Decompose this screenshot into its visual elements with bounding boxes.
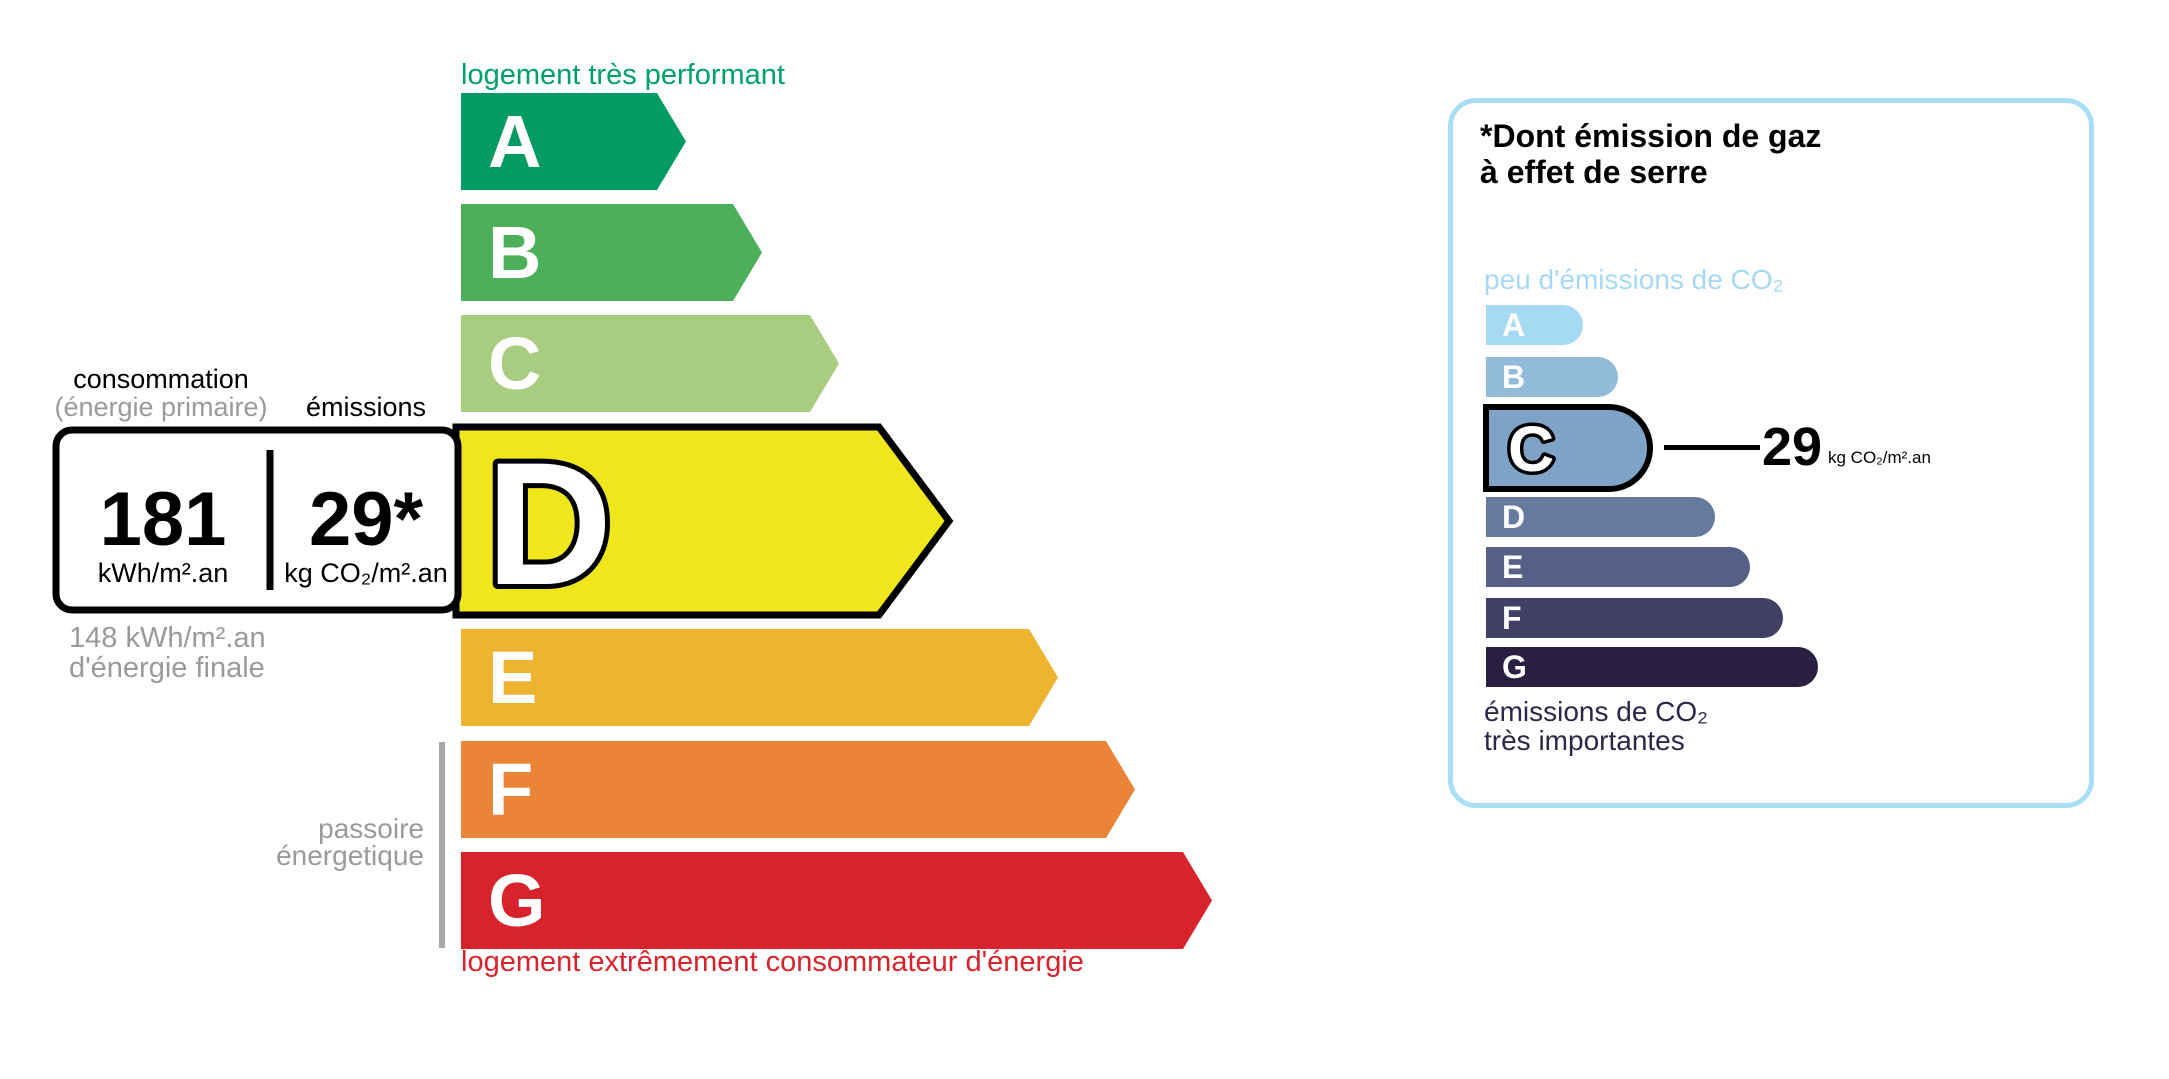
co2-grade-letter-a: A xyxy=(1502,307,1526,343)
grade-letter-a: A xyxy=(488,100,542,183)
co2-grade-letter-b: B xyxy=(1502,359,1526,395)
co2-grade-letter-d: D xyxy=(1502,499,1526,535)
consumption-subheader: (énergie primaire) xyxy=(54,392,268,422)
passoire-label-line2: énergetique xyxy=(276,840,424,871)
co2-c-pill-shape xyxy=(1483,404,1653,492)
energy-grade-arrow-f: F xyxy=(461,741,1135,838)
co2-panel-title-line1: *Dont émission de gaz xyxy=(1480,118,1822,154)
co2-grade-bar-f: F xyxy=(1486,598,1783,638)
emissions-unit: kg CO₂/m².an xyxy=(284,558,448,588)
top-performance-label: logement très performant xyxy=(461,59,785,91)
co2-grade-letter-c: C xyxy=(1508,413,1554,485)
consumption-unit: kWh/m².an xyxy=(97,558,229,588)
energy-grade-arrow-e: E xyxy=(461,629,1058,726)
energy-grade-arrow-b: B xyxy=(461,204,762,301)
consumption-value: 181 xyxy=(99,477,227,562)
energy-grade-arrow-c: C xyxy=(461,315,839,412)
emissions-value: 29* xyxy=(308,477,424,562)
current-co2-grade-bar-c: C xyxy=(1483,404,1653,492)
energy-grade-arrow-a: A xyxy=(461,93,686,190)
grade-letter-c: C xyxy=(488,322,542,405)
co2-low-emissions-label: peu d'émissions de CO₂ xyxy=(1484,264,1784,295)
co2-grade-letter-g: G xyxy=(1502,649,1527,685)
final-energy-line1: 148 kWh/m².an xyxy=(69,622,266,654)
co2-value: 29 xyxy=(1762,417,1823,477)
co2-grade-bar-b: B xyxy=(1486,357,1618,397)
current-energy-grade-arrow-d: D xyxy=(452,423,954,619)
grade-letter-e: E xyxy=(488,636,538,719)
grade-letter-g: G xyxy=(488,859,546,942)
final-energy-line2: d'énergie finale xyxy=(69,652,265,684)
co2-grade-letter-e: E xyxy=(1502,549,1524,585)
co2-grade-bar-g: G xyxy=(1486,647,1818,687)
consumption-header: consommation xyxy=(73,364,249,394)
grade-letter-d: D xyxy=(486,427,612,619)
co2-panel-title-line2: à effet de serre xyxy=(1480,154,1708,190)
co2-high-emissions-label-line2: très importantes xyxy=(1484,725,1685,756)
bottom-consumer-label: logement extrêmement consommateur d'éner… xyxy=(461,946,1084,978)
emissions-header: émissions xyxy=(305,392,427,422)
co2-value-leader-line xyxy=(1664,445,1760,450)
reading-box-outline xyxy=(52,426,462,614)
co2-grade-bar-e: E xyxy=(1486,547,1750,587)
co2-grade-letter-f: F xyxy=(1502,600,1522,636)
co2-value-unit: kg CO₂/m².an xyxy=(1828,448,1931,467)
co2-grade-bar-a: A xyxy=(1486,305,1583,345)
co2-grade-bar-d: D xyxy=(1486,497,1715,537)
reading-box xyxy=(52,426,462,614)
passoire-bracket-bar xyxy=(439,742,445,948)
grade-letter-b: B xyxy=(488,211,542,294)
grade-letter-f: F xyxy=(488,748,534,831)
energy-grade-arrow-g: G xyxy=(461,852,1212,949)
co2-high-emissions-label-line1: émissions de CO₂ xyxy=(1484,696,1709,727)
passoire-label-line1: passoire xyxy=(318,813,424,844)
